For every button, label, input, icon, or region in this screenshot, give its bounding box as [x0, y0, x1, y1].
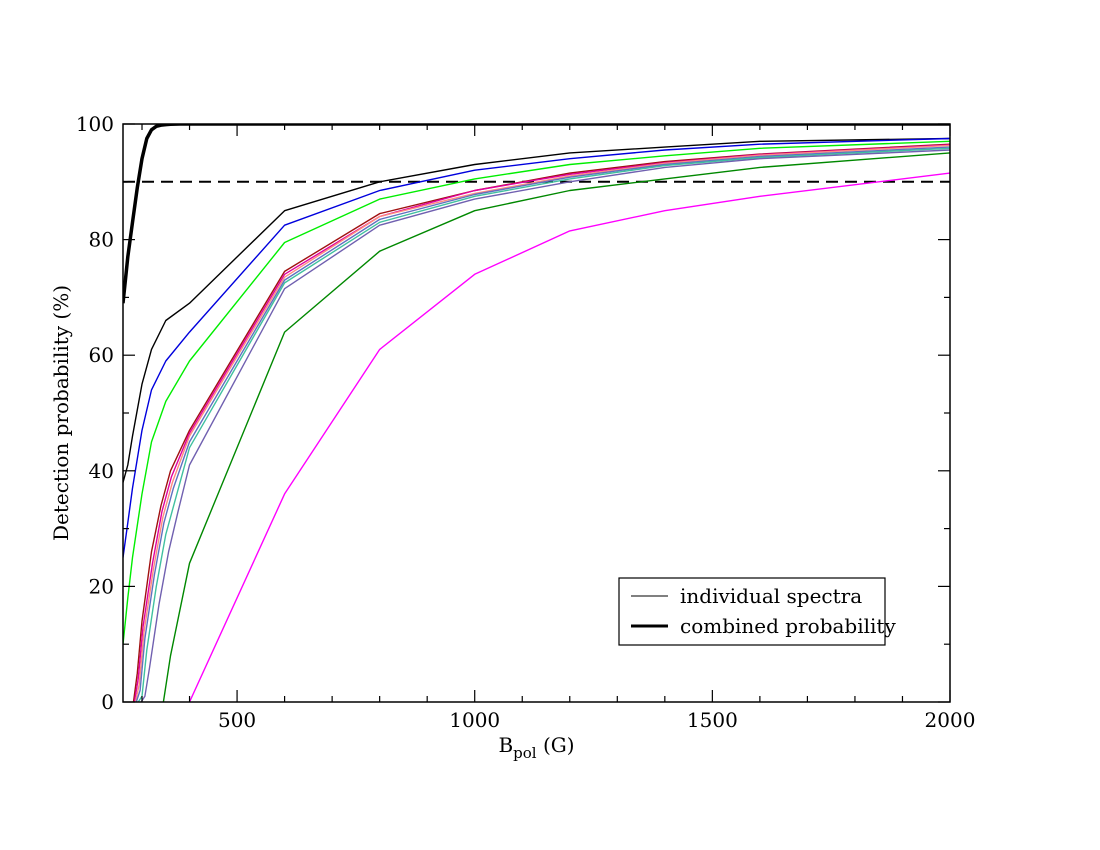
- y-axis-label: Detection probability (%): [49, 285, 73, 541]
- x-tick-label: 1000: [449, 708, 500, 732]
- series-line-7: [135, 146, 950, 702]
- plot-lines: [123, 124, 950, 702]
- y-tick-label: 100: [76, 112, 114, 136]
- y-tick-label: 40: [89, 459, 114, 483]
- legend-label-individual: individual spectra: [680, 584, 862, 608]
- series-line-5: [133, 144, 950, 702]
- series-line-1: [123, 137, 950, 483]
- x-axis-label-main: B: [498, 733, 513, 757]
- series-line-10: [162, 152, 950, 702]
- y-tick-label: 20: [89, 574, 114, 598]
- y-tick-label: 0: [101, 690, 114, 714]
- combined-probability-line: [123, 124, 950, 304]
- y-tick-label: 60: [89, 343, 114, 367]
- series-line-11: [188, 172, 950, 702]
- axis-ticks: 500 1000 1500 2000 0 20 40 60 80 100: [76, 112, 976, 732]
- series-line-8: [137, 147, 950, 702]
- series-line-9: [140, 149, 950, 702]
- x-axis-label-subscript: pol: [513, 744, 537, 762]
- series-line-3: [123, 140, 950, 645]
- x-axis-label: Bpol (G): [498, 733, 574, 762]
- x-tick-label: 2000: [925, 708, 976, 732]
- x-tick-label: 500: [218, 708, 256, 732]
- x-tick-label: 1500: [687, 708, 738, 732]
- series-line-2: [123, 137, 950, 558]
- x-axis-label-unit: (G): [537, 733, 575, 757]
- series-line-4: [132, 143, 950, 702]
- legend-box: [618, 577, 886, 646]
- legend: individual spectra combined probability: [618, 577, 896, 646]
- series-line-6: [134, 144, 950, 702]
- legend-label-combined: combined probability: [680, 614, 896, 638]
- y-tick-label: 80: [89, 228, 114, 252]
